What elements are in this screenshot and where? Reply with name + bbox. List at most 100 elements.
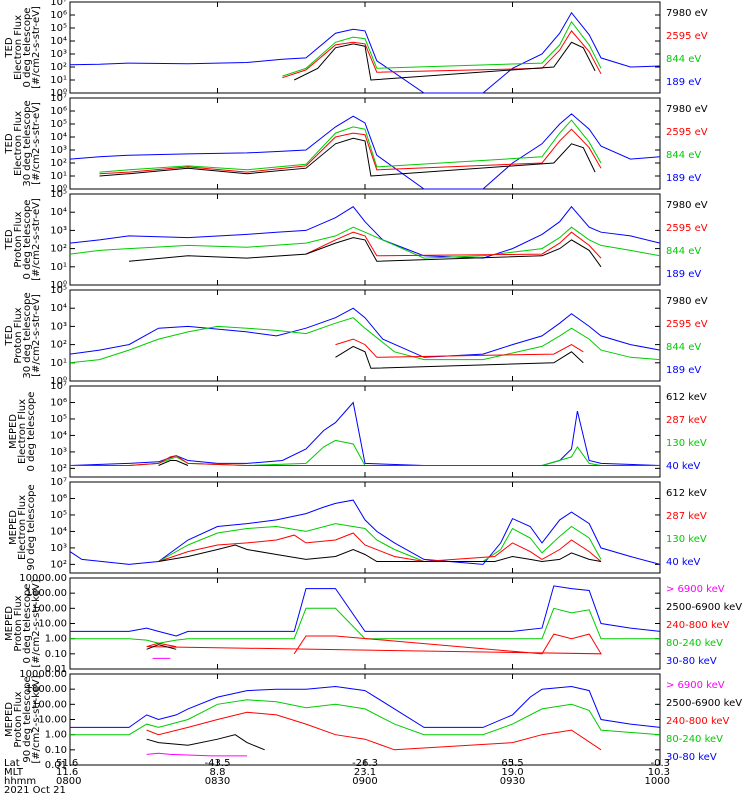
axis-row-value: 10.3 <box>648 767 670 778</box>
y-tick-label: 10³ <box>50 447 67 458</box>
legend-entry: 189 eV <box>666 77 701 88</box>
y-tick-label: 10⁵ <box>50 285 67 296</box>
y-tick-label: 10⁶ <box>50 493 67 504</box>
y-tick-label: 10⁵ <box>50 23 67 34</box>
y-tick-label: 10⁵ <box>50 189 67 200</box>
legend-entry: 130 keV <box>666 534 707 545</box>
y-axis-label: Electron Flux <box>13 15 24 80</box>
legend-entry: 2595 eV <box>666 223 708 234</box>
series-line-2 <box>69 317 661 364</box>
series-line-3 <box>146 711 602 751</box>
series-line-2 <box>70 439 660 467</box>
series-line-1 <box>69 11 661 94</box>
y-axis-label: Proton Flux <box>13 307 24 363</box>
series-line-2 <box>158 523 602 562</box>
legend-entry: 2595 eV <box>666 31 708 42</box>
panel-frame <box>69 481 661 574</box>
y-tick-label: 10000.00 <box>19 669 67 680</box>
y-tick-label: 10⁵ <box>50 119 67 130</box>
y-tick-label: 10³ <box>50 145 67 156</box>
y-axis-label: 0 deg telescope <box>22 200 33 280</box>
legend-entry: 40 keV <box>666 461 700 472</box>
y-tick-label: 10² <box>50 244 67 255</box>
y-tick-label: 10⁶ <box>50 397 67 408</box>
axis-row-value: 23.1 <box>354 767 376 778</box>
legend-entry: 844 eV <box>666 150 701 161</box>
series-line-3 <box>305 231 602 259</box>
series-line-4 <box>158 460 189 466</box>
y-axis-label: Proton Flux <box>13 691 24 747</box>
axis-row-value: 0930 <box>500 776 525 787</box>
y-tick-label: 1.00 <box>45 730 67 741</box>
y-axis-label: [#/cm2-s-str-eV] <box>31 294 42 377</box>
series-line-2 <box>70 699 661 736</box>
y-tick-label: 10⁴ <box>50 36 67 47</box>
axis-row-value: 0800 <box>56 776 81 787</box>
legend-entry: 2595 eV <box>666 319 708 330</box>
y-axis-label: [#/cm2-s-str-eV] <box>31 102 42 185</box>
series-line-4 <box>146 644 177 650</box>
y-axis-label: TED <box>4 37 15 58</box>
y-tick-label: 10³ <box>50 321 67 332</box>
legend-entry: 7980 eV <box>666 200 708 211</box>
y-axis-label: Proton Flux <box>13 595 24 651</box>
y-tick-label: 10⁴ <box>50 430 67 441</box>
y-tick-label: 1000.00 <box>26 588 67 599</box>
y-tick-label: 10³ <box>50 49 67 60</box>
series-line-5 <box>146 752 247 757</box>
y-axis-label: 0 deg telescope <box>22 8 33 88</box>
y-axis-label: [#/cm2-s-str-eV] <box>31 6 42 89</box>
axis-row-value: 65.5 <box>501 758 523 769</box>
series-line-4 <box>335 345 584 369</box>
y-axis-label: MEPED <box>4 606 15 641</box>
axis-row-value: -26.3 <box>352 758 378 769</box>
legend-entry: 844 eV <box>666 246 701 257</box>
y-axis-label: TED <box>4 133 15 154</box>
legend-entry: 7980 eV <box>666 296 708 307</box>
panel-frame <box>69 577 661 670</box>
axis-row-value: -0.3 <box>650 758 670 769</box>
y-tick-label: 10¹ <box>50 358 67 369</box>
legend-entry: 240-800 keV <box>666 620 730 631</box>
y-tick-label: 10000.00 <box>19 573 67 584</box>
y-tick-label: 10² <box>50 340 67 351</box>
series-line-4 <box>158 544 602 563</box>
date-label: 2021 Oct 21 <box>4 785 66 796</box>
y-axis-label: Electron Flux <box>17 495 28 560</box>
y-tick-label: 1.00 <box>45 634 67 645</box>
series-line-1 <box>69 113 661 190</box>
y-tick-label: 10¹ <box>50 75 67 86</box>
axis-row-label: MLT <box>4 767 24 778</box>
y-tick-label: 100.00 <box>32 603 67 614</box>
axis-row-value: 51.6 <box>56 758 78 769</box>
legend-entry: 612 keV <box>666 392 707 403</box>
panel-frame <box>69 289 661 382</box>
legend-entry: 189 eV <box>666 269 701 280</box>
series-line-1 <box>70 585 661 637</box>
y-axis-label: MEPED <box>8 510 19 545</box>
y-tick-label: 10³ <box>50 225 67 236</box>
axis-row-label: Lat <box>4 758 20 769</box>
legend-entry: 2500-6900 keV <box>666 602 742 613</box>
y-axis-label: 0 deg telescope <box>26 392 37 472</box>
y-axis-label: [#/cm2-s-str-keV] <box>31 675 42 763</box>
y-tick-label: 10⁴ <box>50 303 67 314</box>
series-line-1 <box>70 685 661 728</box>
y-axis-label: [#/cm2-s-str-eV] <box>31 198 42 281</box>
y-tick-label: 10² <box>50 158 67 169</box>
legend-entry: > 6900 keV <box>666 584 725 595</box>
series-line-2 <box>99 119 602 173</box>
axis-row-value: 11.6 <box>56 767 78 778</box>
series-line-4 <box>128 237 602 268</box>
y-axis-label: Electron Flux <box>13 111 24 176</box>
legend-entry: 612 keV <box>666 488 707 499</box>
y-axis-label: 90 deg telescope <box>22 676 33 762</box>
panel-7: 0.01 0.10 1.00 10.00 100.00 1000.00 10000.00 ME… <box>4 573 742 675</box>
legend-entry: > 6900 keV <box>666 680 725 691</box>
